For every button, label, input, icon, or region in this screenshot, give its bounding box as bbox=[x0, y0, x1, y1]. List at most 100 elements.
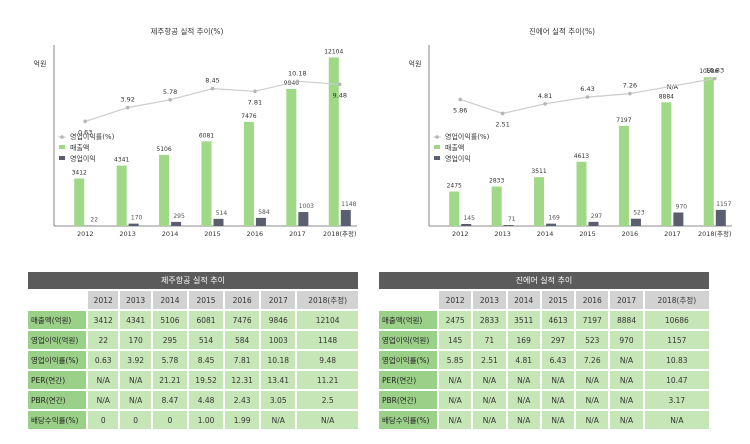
op-profit-data-label: 297 bbox=[591, 213, 603, 220]
year-header-cell: 2012 bbox=[87, 290, 121, 311]
margin-point bbox=[500, 111, 505, 116]
margin-data-label: 10.18 bbox=[288, 69, 307, 77]
value-cell: N/A bbox=[438, 370, 474, 391]
op-profit-data-label: 169 bbox=[548, 215, 560, 222]
value-cell: 297 bbox=[540, 330, 577, 351]
value-cell: 295 bbox=[151, 330, 189, 351]
value-cell: 1148 bbox=[296, 330, 360, 351]
revenue-bar bbox=[618, 125, 629, 226]
table-row: 배당수익률(%) N/A N/A N/A N/A N/A N/A N/A bbox=[379, 410, 712, 431]
value-cell: N/A bbox=[472, 370, 508, 391]
value-cell: 2.51 bbox=[472, 350, 508, 371]
value-cell: N/A bbox=[296, 410, 360, 431]
row-label-cell: 배당수익률(%) bbox=[379, 410, 439, 431]
year-header-cell: 2013 bbox=[472, 290, 508, 311]
value-cell: 4.48 bbox=[187, 390, 226, 411]
value-cell: 5.85 bbox=[438, 350, 474, 371]
value-cell: 8.45 bbox=[187, 350, 226, 371]
x-tick-label: 2015 bbox=[579, 230, 596, 238]
value-cell: N/A bbox=[438, 390, 474, 411]
table-row: 매출액(억원) 3412 4341 5106 6081 7476 9846 12104 bbox=[28, 310, 360, 331]
table-row: 매출액(억원) 2475 2833 3511 4613 7197 8884 10686 bbox=[379, 310, 712, 331]
value-cell: N/A bbox=[87, 370, 121, 391]
value-cell: 145 bbox=[438, 330, 474, 351]
value-cell: N/A bbox=[575, 370, 611, 391]
unit-label: 억원 bbox=[409, 59, 422, 68]
value-cell: 0.63 bbox=[87, 350, 121, 371]
x-tick-label: 2013 bbox=[119, 230, 136, 238]
margin-point bbox=[543, 102, 547, 106]
year-header-cell: 2016 bbox=[575, 290, 611, 311]
value-cell: 3.05 bbox=[260, 390, 298, 411]
year-header-cell: 2015 bbox=[540, 290, 577, 311]
chart-title: 제주항공 실적 추이(%) bbox=[151, 26, 224, 36]
table-title: 제주항공 실적 추이 bbox=[28, 272, 360, 291]
revenue-data-label: 8884 bbox=[659, 93, 674, 100]
row-label-cell: PER(연간) bbox=[28, 370, 88, 391]
row-label-cell: PBR(연간) bbox=[379, 390, 439, 411]
margin-point bbox=[83, 119, 88, 124]
revenue-bar bbox=[243, 121, 254, 226]
x-tick-label: 2014 bbox=[537, 230, 554, 238]
x-tick-label: 2014 bbox=[162, 230, 179, 238]
op-profit-bar bbox=[171, 221, 182, 226]
value-cell: N/A bbox=[506, 410, 542, 431]
legend-op-profit-swatch bbox=[59, 156, 65, 160]
margin-line bbox=[460, 78, 715, 115]
x-tick-label: 2015 bbox=[204, 230, 221, 238]
value-cell: N/A bbox=[119, 390, 153, 411]
revenue-data-label: 3412 bbox=[72, 169, 87, 176]
value-cell: 7.26 bbox=[575, 350, 611, 371]
value-cell: N/A bbox=[472, 390, 508, 411]
legend-margin-label: 영업이익률(%) bbox=[445, 132, 490, 141]
value-cell: 8884 bbox=[609, 310, 645, 331]
op-profit-bar bbox=[715, 209, 726, 226]
op-profit-bar bbox=[461, 223, 472, 226]
year-header-cell: 2013 bbox=[119, 290, 153, 311]
margin-point bbox=[458, 97, 463, 102]
revenue-bar bbox=[328, 57, 339, 226]
table-row: PBR(연간) N/A N/A 8.47 4.48 2.43 3.05 2.5 bbox=[28, 390, 360, 411]
revenue-bar bbox=[449, 191, 460, 226]
margin-data-label: N/A bbox=[667, 83, 679, 91]
value-cell: N/A bbox=[575, 390, 611, 411]
table-row: 영업이익률(%) 0.63 3.92 5.78 8.45 7.81 10.18 9.48 bbox=[28, 350, 360, 371]
unit-label: 억원 bbox=[34, 59, 47, 68]
value-cell: N/A bbox=[87, 390, 121, 411]
value-cell: 3.17 bbox=[643, 390, 712, 411]
revenue-bar bbox=[159, 154, 170, 226]
value-cell: 2.43 bbox=[224, 390, 262, 411]
revenue-data-label: 6081 bbox=[199, 132, 214, 139]
margin-point bbox=[125, 105, 130, 110]
table-row: 영업이익(억원) 22 170 295 514 584 1003 1148 bbox=[28, 330, 360, 351]
op-profit-bar bbox=[128, 223, 139, 226]
x-tick-label: 2016 bbox=[247, 230, 264, 238]
value-cell: 5106 bbox=[151, 310, 189, 331]
value-cell: 0 bbox=[151, 410, 189, 431]
value-cell: N/A bbox=[575, 410, 611, 431]
value-cell: 6081 bbox=[187, 310, 226, 331]
legend-revenue-label: 매출액 bbox=[70, 143, 89, 152]
op-profit-bar bbox=[588, 221, 599, 226]
row-label-cell: PER(연간) bbox=[379, 370, 439, 391]
value-cell: N/A bbox=[438, 410, 474, 431]
chart-title: 진에어 실적 추이(%) bbox=[529, 26, 595, 36]
value-cell: 584 bbox=[224, 330, 262, 351]
revenue-data-label: 10686 bbox=[699, 68, 718, 75]
revenue-bar bbox=[201, 141, 212, 226]
revenue-data-label: 5106 bbox=[156, 146, 171, 153]
value-cell: 970 bbox=[609, 330, 645, 351]
value-cell: 12104 bbox=[296, 310, 360, 331]
margin-data-label: 6.43 bbox=[580, 85, 594, 93]
op-profit-bar bbox=[546, 223, 557, 226]
value-cell: 1.00 bbox=[187, 410, 226, 431]
op-profit-data-label: 584 bbox=[258, 209, 270, 216]
op-profit-data-label: 170 bbox=[131, 215, 143, 222]
value-cell: 10.18 bbox=[260, 350, 298, 371]
value-cell: N/A bbox=[260, 410, 298, 431]
year-header-cell: 2016 bbox=[224, 290, 262, 311]
year-header-cell: 2017 bbox=[609, 290, 645, 311]
margin-data-label: 5.86 bbox=[453, 106, 467, 114]
x-tick-label: 2018(추정) bbox=[323, 229, 357, 238]
margin-data-label: 4.81 bbox=[538, 92, 552, 100]
